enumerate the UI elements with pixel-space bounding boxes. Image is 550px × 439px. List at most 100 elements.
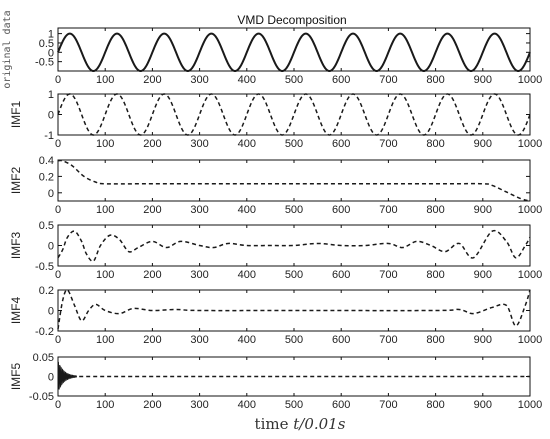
y-tick-label: 0.05: [33, 352, 54, 364]
x-tick-label: 400: [238, 138, 256, 150]
x-axis-label: time t/0.01s: [255, 415, 346, 433]
axes-box: [57, 224, 531, 267]
y-tick-label: 0: [48, 188, 54, 200]
x-axis-label-prefix: time: [255, 415, 294, 433]
axes-box: [57, 27, 531, 72]
x-tick-label: 1000: [518, 204, 542, 216]
axes-box: [57, 93, 531, 136]
y-tick-label: 0.2: [39, 171, 54, 183]
series-line: [57, 93, 531, 136]
y-tick-label: 0: [48, 241, 54, 253]
x-tick-label: 800: [426, 399, 444, 411]
x-tick-label: 600: [332, 204, 350, 216]
panel-6: 0 100 200 300 400 500 600 700 800 900 10000.050-0.…: [9, 352, 542, 411]
y-axis-label: IMF1: [9, 101, 23, 129]
series-line: [57, 159, 531, 202]
x-tick-label: 400: [238, 399, 256, 411]
x-tick-label: 700: [379, 269, 397, 281]
x-tick-label: 200: [143, 74, 161, 86]
y-axis-label: IMF4: [9, 297, 23, 325]
series-line: [57, 229, 531, 263]
panel-4: 0 100 200 300 400 500 600 700 800 900 10000.50-0.5…: [9, 220, 542, 281]
x-tick-label: 400: [238, 74, 256, 86]
panel-1: 0 100 200 300 400 500 600 700 800 900 100010.50-0.…: [2, 10, 542, 88]
x-tick-label: 700: [379, 74, 397, 86]
y-axis-label: IMF5: [9, 363, 23, 391]
x-tick-label: 900: [474, 74, 492, 86]
panel-5: 0 100 200 300 400 500 600 700 800 900 10000.20-0.2…: [9, 285, 542, 346]
x-tick-label: 900: [474, 399, 492, 411]
x-tick-label: 500: [285, 399, 303, 411]
y-tick-label: 0: [48, 306, 54, 318]
x-tick-label: 500: [285, 334, 303, 346]
x-tick-label: 300: [190, 138, 208, 150]
x-tick-label: 100: [96, 204, 114, 216]
y-tick-label: -0.5: [35, 261, 54, 273]
x-tick-label: 100: [96, 269, 114, 281]
chart-title: VMD Decomposition: [237, 13, 346, 27]
x-tick-label: 500: [285, 204, 303, 216]
panel-3: 0 100 200 300 400 500 600 700 800 900 1000 0.4 0.2 0 I…: [9, 155, 542, 216]
x-tick-label: 600: [332, 334, 350, 346]
x-tick-label: 500: [285, 269, 303, 281]
x-tick-label: 0: [55, 399, 61, 411]
x-tick-label: 800: [426, 269, 444, 281]
x-tick-label: 200: [143, 399, 161, 411]
x-tick-label: 300: [190, 204, 208, 216]
x-tick-label: 700: [379, 399, 397, 411]
x-tick-label: 100: [96, 334, 114, 346]
y-tick-label: 1: [48, 29, 54, 41]
series-line: [57, 32, 531, 72]
y-tick-label: 0.4: [39, 155, 54, 167]
x-tick-label: 800: [426, 138, 444, 150]
series-burst: [57, 361, 78, 390]
x-tick-label: 1000: [518, 399, 542, 411]
x-tick-label: 600: [332, 399, 350, 411]
x-tick-label: 900: [474, 269, 492, 281]
x-tick-label: 200: [143, 138, 161, 150]
y-tick-label: 0: [48, 110, 54, 122]
y-tick-label: 1: [48, 89, 54, 101]
x-tick-label: 700: [379, 138, 397, 150]
y-axis-label: IMF2: [9, 167, 23, 195]
y-tick-label: 0: [48, 47, 54, 59]
series-line: [57, 289, 531, 330]
y-tick-label: 0.5: [39, 220, 54, 232]
x-tick-label: 0: [55, 204, 61, 216]
x-tick-label: 800: [426, 74, 444, 86]
x-tick-label: 200: [143, 269, 161, 281]
x-tick-label: 400: [238, 269, 256, 281]
y-tick-label: -0.2: [35, 326, 54, 338]
x-tick-label: 800: [426, 204, 444, 216]
x-tick-label: 300: [190, 74, 208, 86]
y-tick-label: -1: [44, 130, 54, 142]
x-tick-label: 100: [96, 74, 114, 86]
y-tick-label: -0.5: [35, 57, 54, 69]
x-tick-label: 500: [285, 138, 303, 150]
x-tick-label: 1000: [518, 269, 542, 281]
x-tick-label: 0: [55, 74, 61, 86]
x-tick-label: 800: [426, 334, 444, 346]
x-tick-label: 200: [143, 334, 161, 346]
y-tick-label: -0.05: [29, 391, 54, 403]
x-axis-label-unit: t/0.01s: [293, 415, 345, 433]
y-axis-label: IMF3: [9, 232, 23, 260]
x-tick-label: 300: [190, 269, 208, 281]
x-tick-label: 900: [474, 334, 492, 346]
x-tick-label: 500: [285, 74, 303, 86]
x-tick-label: 600: [332, 269, 350, 281]
x-tick-label: 1000: [518, 74, 542, 86]
x-tick-label: 900: [474, 204, 492, 216]
x-tick-label: 1000: [518, 138, 542, 150]
x-tick-label: 0: [55, 334, 61, 346]
x-tick-label: 300: [190, 334, 208, 346]
x-tick-label: 100: [96, 138, 114, 150]
x-tick-label: 300: [190, 399, 208, 411]
y-axis-label: original data: [2, 10, 13, 88]
x-tick-label: 1000: [518, 334, 542, 346]
x-tick-label: 100: [96, 399, 114, 411]
x-tick-label: 700: [379, 204, 397, 216]
x-tick-label: 400: [238, 334, 256, 346]
